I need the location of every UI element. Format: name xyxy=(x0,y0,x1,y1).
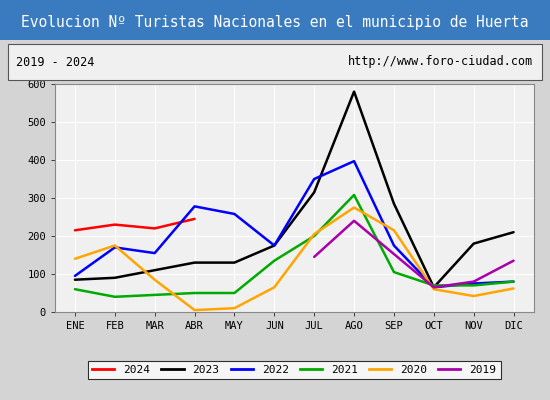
Legend: 2024, 2023, 2022, 2021, 2020, 2019: 2024, 2023, 2022, 2021, 2020, 2019 xyxy=(87,360,501,380)
Text: Evolucion Nº Turistas Nacionales en el municipio de Huerta: Evolucion Nº Turistas Nacionales en el m… xyxy=(21,14,529,30)
Text: http://www.foro-ciudad.com: http://www.foro-ciudad.com xyxy=(348,56,534,68)
Text: 2019 - 2024: 2019 - 2024 xyxy=(16,56,95,68)
